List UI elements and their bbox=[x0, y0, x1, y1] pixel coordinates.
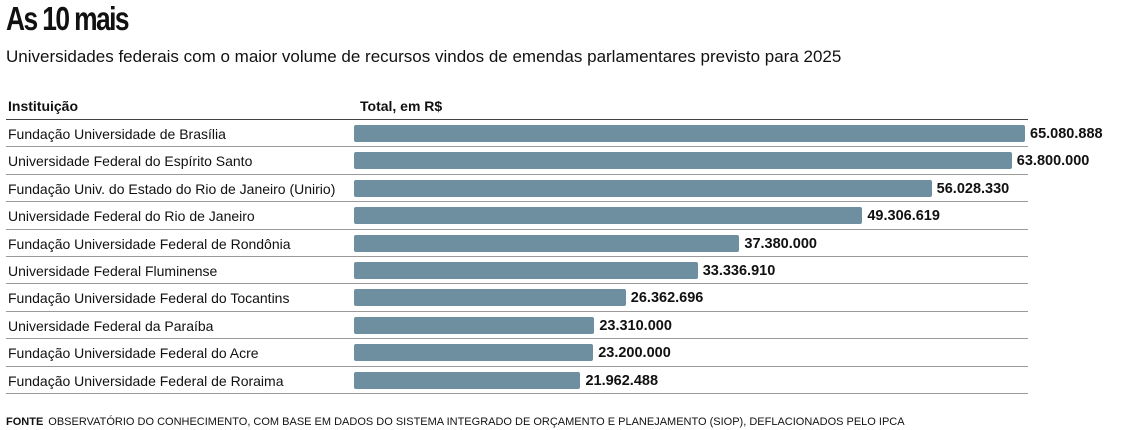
institution-label: Fundação Universidade Federal do Tocanti… bbox=[8, 290, 290, 307]
bar bbox=[354, 234, 740, 252]
institution-label: Universidade Federal do Rio de Janeiro bbox=[8, 208, 255, 225]
chart-subtitle: Universidades federais com o maior volum… bbox=[6, 47, 842, 66]
value-label: 63.800.000 bbox=[1016, 153, 1090, 170]
row-divider bbox=[6, 255, 1028, 257]
source-text: OBSERVATÓRIO DO CONHECIMENTO, COM BASE E… bbox=[48, 416, 905, 428]
table-row: Fundação Universidade Federal do Tocanti… bbox=[0, 284, 1140, 312]
row-divider bbox=[6, 228, 1028, 230]
bar bbox=[354, 316, 595, 334]
institution-label: Universidade Federal do Espírito Santo bbox=[8, 153, 253, 170]
table-row: Fundação Universidade Federal de Roraima… bbox=[0, 367, 1140, 394]
institution-label: Universidade Federal da Paraíba bbox=[8, 317, 214, 334]
table-row: Fundação Universidade Federal do Acre 23.… bbox=[0, 339, 1140, 367]
bar bbox=[354, 125, 1025, 142]
table-row: Fundação Univ. do Estado do Rio de Janei… bbox=[0, 175, 1140, 203]
institution-label: Fundação Universidade Federal de Rondôni… bbox=[8, 235, 291, 252]
column-header-total: Total, em R$ bbox=[360, 98, 443, 114]
bar bbox=[354, 207, 863, 225]
row-divider bbox=[6, 392, 1028, 394]
institution-label: Fundação Univ. do Estado do Rio de Janei… bbox=[8, 180, 336, 197]
table-row: Universidade Federal do Rio de Janeiro 49… bbox=[0, 202, 1140, 230]
value-label: 49.306.619 bbox=[867, 208, 940, 225]
source-label: FONTE bbox=[6, 416, 44, 428]
table-row: Universidade Federal do Espírito Santo 63… bbox=[0, 147, 1140, 175]
bar bbox=[354, 179, 932, 197]
value-label: 21.962.488 bbox=[585, 372, 659, 389]
bar bbox=[354, 371, 581, 389]
value-label: 56.028.330 bbox=[936, 180, 1010, 197]
row-divider bbox=[6, 146, 1028, 148]
institution-label: Fundação Universidade Federal do Acre bbox=[8, 345, 259, 362]
row-divider bbox=[6, 310, 1028, 312]
institution-label: Fundação Universidade de Brasília bbox=[8, 126, 226, 142]
row-divider bbox=[6, 338, 1028, 340]
source-note: FONTE OBSERVATÓRIO DO CONHECIMENTO, COM B… bbox=[6, 416, 905, 428]
value-label: 37.380.000 bbox=[744, 235, 817, 252]
bar bbox=[354, 152, 1012, 170]
table-row: Fundação Universidade de Brasília 65.080.… bbox=[0, 120, 1140, 148]
institution-label: Fundação Universidade Federal de Roraima bbox=[8, 372, 284, 389]
table-row: Universidade Federal Fluminense 33.336.91… bbox=[0, 257, 1140, 285]
bar bbox=[354, 262, 698, 279]
value-label: 23.310.000 bbox=[599, 317, 672, 334]
table-row: Fundação Universidade Federal de Rondôni… bbox=[0, 230, 1140, 257]
bar bbox=[354, 344, 594, 362]
row-divider bbox=[6, 283, 1028, 285]
row-divider bbox=[6, 173, 1028, 175]
value-label: 33.336.910 bbox=[702, 263, 776, 279]
bar bbox=[354, 289, 626, 307]
value-label: 23.200.000 bbox=[598, 345, 671, 362]
column-header-institution: Instituição bbox=[8, 98, 79, 114]
value-label: 65.080.888 bbox=[1030, 126, 1103, 142]
row-divider bbox=[6, 201, 1028, 203]
header-divider bbox=[6, 119, 1028, 120]
row-divider bbox=[6, 365, 1028, 367]
value-label: 26.362.696 bbox=[630, 290, 704, 307]
institution-label: Universidade Federal Fluminense bbox=[8, 263, 218, 279]
table-row: Universidade Federal da Paraíba 23.310.00… bbox=[0, 312, 1140, 340]
chart-title: As 10 mais bbox=[6, 0, 130, 37]
